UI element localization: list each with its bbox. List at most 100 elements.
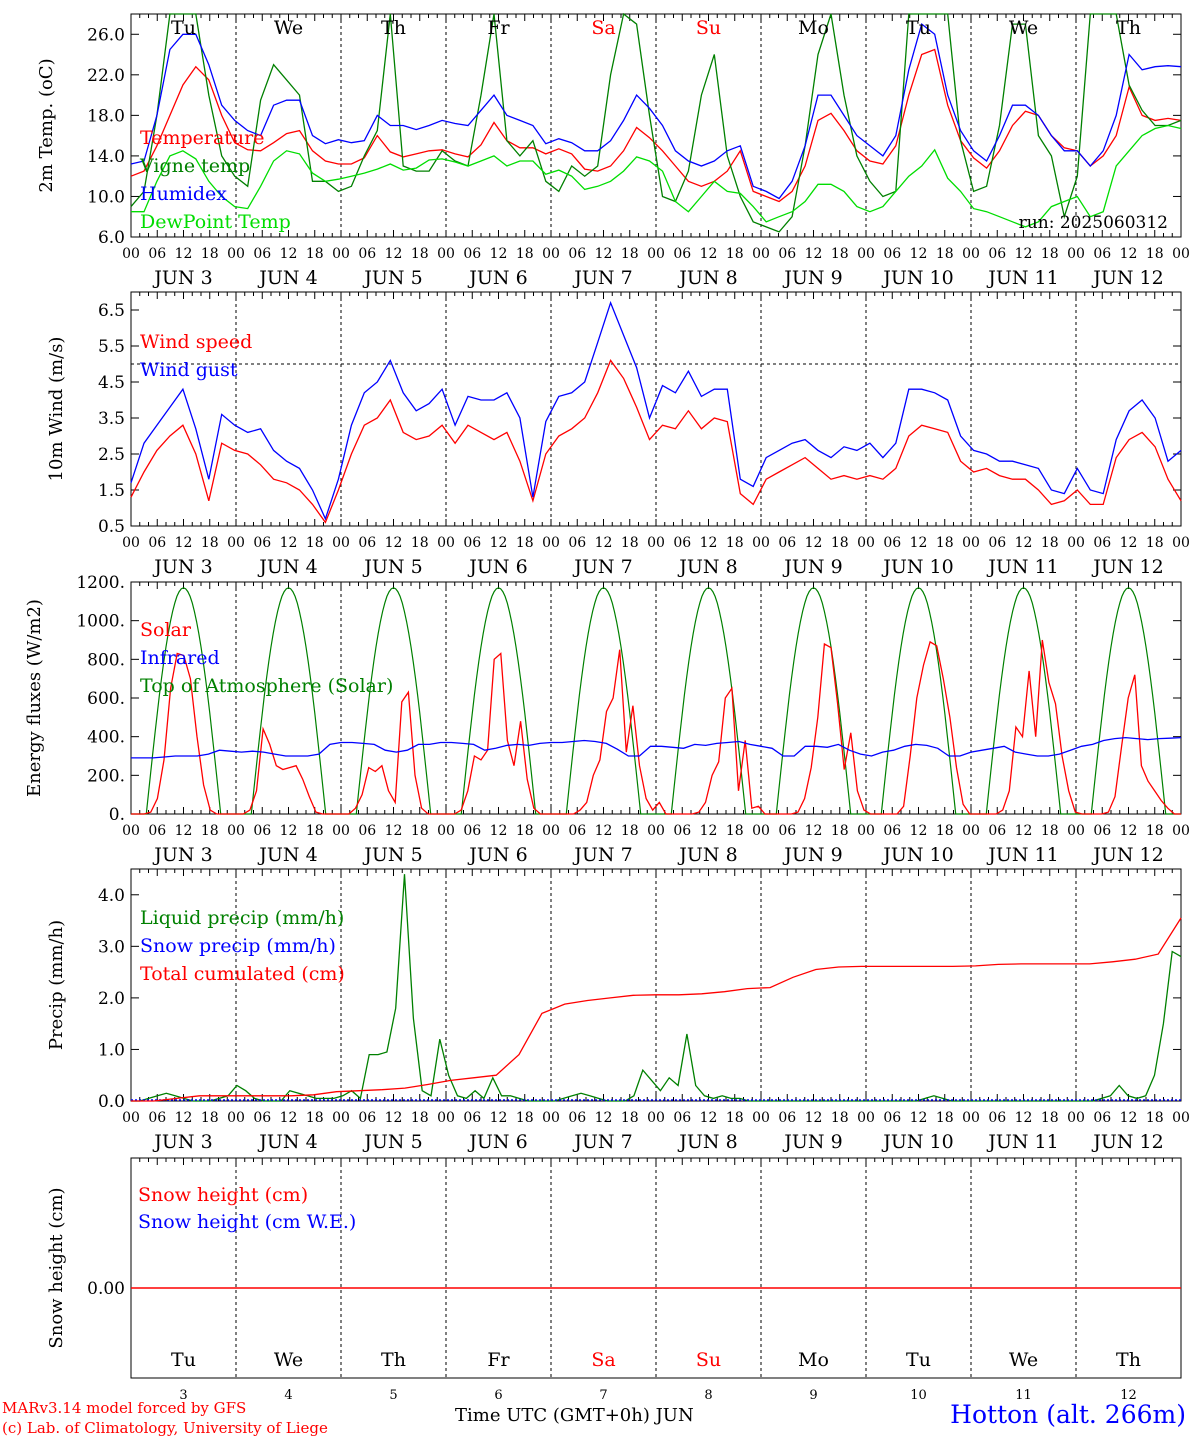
hour-tick-label: 00 [332, 535, 350, 551]
ytick-label: 1200. [76, 573, 125, 593]
hour-tick-label: 12 [490, 823, 508, 839]
hour-tick-label: 12 [280, 823, 298, 839]
y-axis-label: 10m Wind (m/s) [46, 337, 67, 482]
series-line-dewpoint-temp [131, 124, 1182, 228]
date-label: JUN 9 [782, 267, 842, 289]
hour-tick-label: 12 [910, 535, 928, 551]
date-label: JUN 10 [881, 844, 953, 866]
hour-tick-label: 18 [621, 535, 639, 551]
ytick-label: 3.0 [98, 937, 125, 957]
day-number-label: 7 [599, 1388, 607, 1403]
day-number-label: 5 [389, 1388, 397, 1403]
hour-tick-label: 00 [542, 246, 560, 262]
date-label: JUN 3 [152, 556, 212, 578]
hour-tick-label: 06 [253, 1110, 271, 1126]
series-line-infrared [131, 736, 1182, 759]
date-label: JUN 7 [572, 267, 632, 289]
hour-tick-label: 06 [1093, 1110, 1111, 1126]
date-label: JUN 5 [362, 1131, 422, 1153]
hour-tick-label: 12 [175, 535, 193, 551]
legend-entry: Humidex [140, 183, 227, 205]
date-label: JUN 7 [572, 844, 632, 866]
station-label: Hotton (alt. 266m) [950, 1400, 1186, 1429]
y-axis-label: Precip (mm/h) [46, 920, 67, 1050]
hour-tick-label: 18 [1146, 1110, 1164, 1126]
hour-tick-label: 18 [516, 1110, 534, 1126]
hour-tick-label: 12 [490, 535, 508, 551]
ytick-label: 5.5 [98, 337, 125, 357]
hour-tick-label: 00 [752, 535, 770, 551]
hour-tick-label: 12 [385, 535, 403, 551]
hour-tick-label: 12 [1015, 535, 1033, 551]
legend-entry: Total cumulated (cm) [140, 963, 345, 985]
weekday-label-top: Th [1116, 17, 1141, 39]
hour-tick-label: 18 [306, 535, 324, 551]
hour-tick-label: 18 [726, 246, 744, 262]
hour-tick-label: 18 [1041, 535, 1059, 551]
hour-tick-label: 06 [988, 246, 1006, 262]
ytick-label: 22.0 [87, 66, 125, 86]
weekday-label-top: We [274, 17, 303, 39]
hour-tick-label: 00 [437, 246, 455, 262]
hour-tick-label: 06 [778, 246, 796, 262]
date-label: JUN 6 [467, 267, 527, 289]
hour-tick-label: 00 [962, 246, 980, 262]
weekday-label-bottom: We [1009, 1349, 1038, 1371]
hour-tick-label: 06 [673, 823, 691, 839]
hour-tick-label: 00 [437, 1110, 455, 1126]
hour-tick-label: 12 [805, 823, 823, 839]
hour-tick-label: 00 [647, 1110, 665, 1126]
weekday-label-top: Su [696, 17, 721, 39]
hour-tick-label: 18 [936, 1110, 954, 1126]
day-number-label: 8 [704, 1388, 712, 1403]
hour-tick-label: 06 [568, 535, 586, 551]
hour-tick-label: 12 [805, 535, 823, 551]
hour-tick-label: 06 [673, 1110, 691, 1126]
ytick-label: 26.0 [87, 25, 125, 45]
hour-tick-label: 00 [542, 535, 560, 551]
hour-tick-label: 00 [752, 823, 770, 839]
hour-tick-label: 18 [1041, 1110, 1059, 1126]
legend-entry: Wind gust [140, 359, 238, 381]
hour-tick-label: 06 [988, 535, 1006, 551]
hour-tick-label: 06 [358, 823, 376, 839]
hour-tick-label: 18 [411, 246, 429, 262]
date-label: JUN 5 [362, 556, 422, 578]
series-line-vigne-temp [130, 12, 1182, 233]
date-label: JUN 5 [362, 267, 422, 289]
ytick-label: 400. [87, 728, 125, 748]
date-label: JUN 6 [467, 1131, 527, 1153]
hour-tick-label: 12 [280, 535, 298, 551]
hour-tick-label: 18 [516, 535, 534, 551]
hour-tick-label: 18 [1041, 246, 1059, 262]
series-line-toa-solar [131, 587, 1181, 815]
weekday-label-bottom: Th [381, 1349, 406, 1371]
hour-tick-label: 18 [411, 823, 429, 839]
legend-entry: Infrared [140, 647, 220, 669]
legend-entry: Solar [140, 619, 192, 641]
hour-tick-label: 18 [306, 1110, 324, 1126]
hour-tick-label: 12 [700, 1110, 718, 1126]
day-number-label: 9 [809, 1388, 817, 1403]
hour-tick-label: 06 [673, 246, 691, 262]
day-number-label: 11 [1015, 1388, 1032, 1403]
hour-tick-label: 06 [568, 1110, 586, 1126]
date-label: JUN 3 [152, 1131, 212, 1153]
series-line-humidex [130, 22, 1182, 200]
hour-tick-label: 18 [1146, 823, 1164, 839]
day-number-label: 6 [494, 1388, 502, 1403]
hour-tick-label: 06 [253, 823, 271, 839]
ytick-label: 1000. [76, 612, 125, 632]
hour-tick-label: 00 [647, 535, 665, 551]
hour-tick-label: 06 [883, 1110, 901, 1126]
hour-tick-label: 00 [332, 1110, 350, 1126]
legend-entry: Liquid precip (mm/h) [140, 907, 344, 929]
hour-tick-label: 00 [122, 246, 140, 262]
hour-tick-label: 06 [1093, 246, 1111, 262]
hour-tick-label: 00 [752, 246, 770, 262]
hour-tick-label: 18 [726, 823, 744, 839]
hour-tick-label: 18 [726, 1110, 744, 1126]
hour-tick-label: 12 [805, 246, 823, 262]
series-line-wind-gust [130, 300, 1182, 521]
legend-entry: Snow precip (mm/h) [140, 935, 336, 957]
